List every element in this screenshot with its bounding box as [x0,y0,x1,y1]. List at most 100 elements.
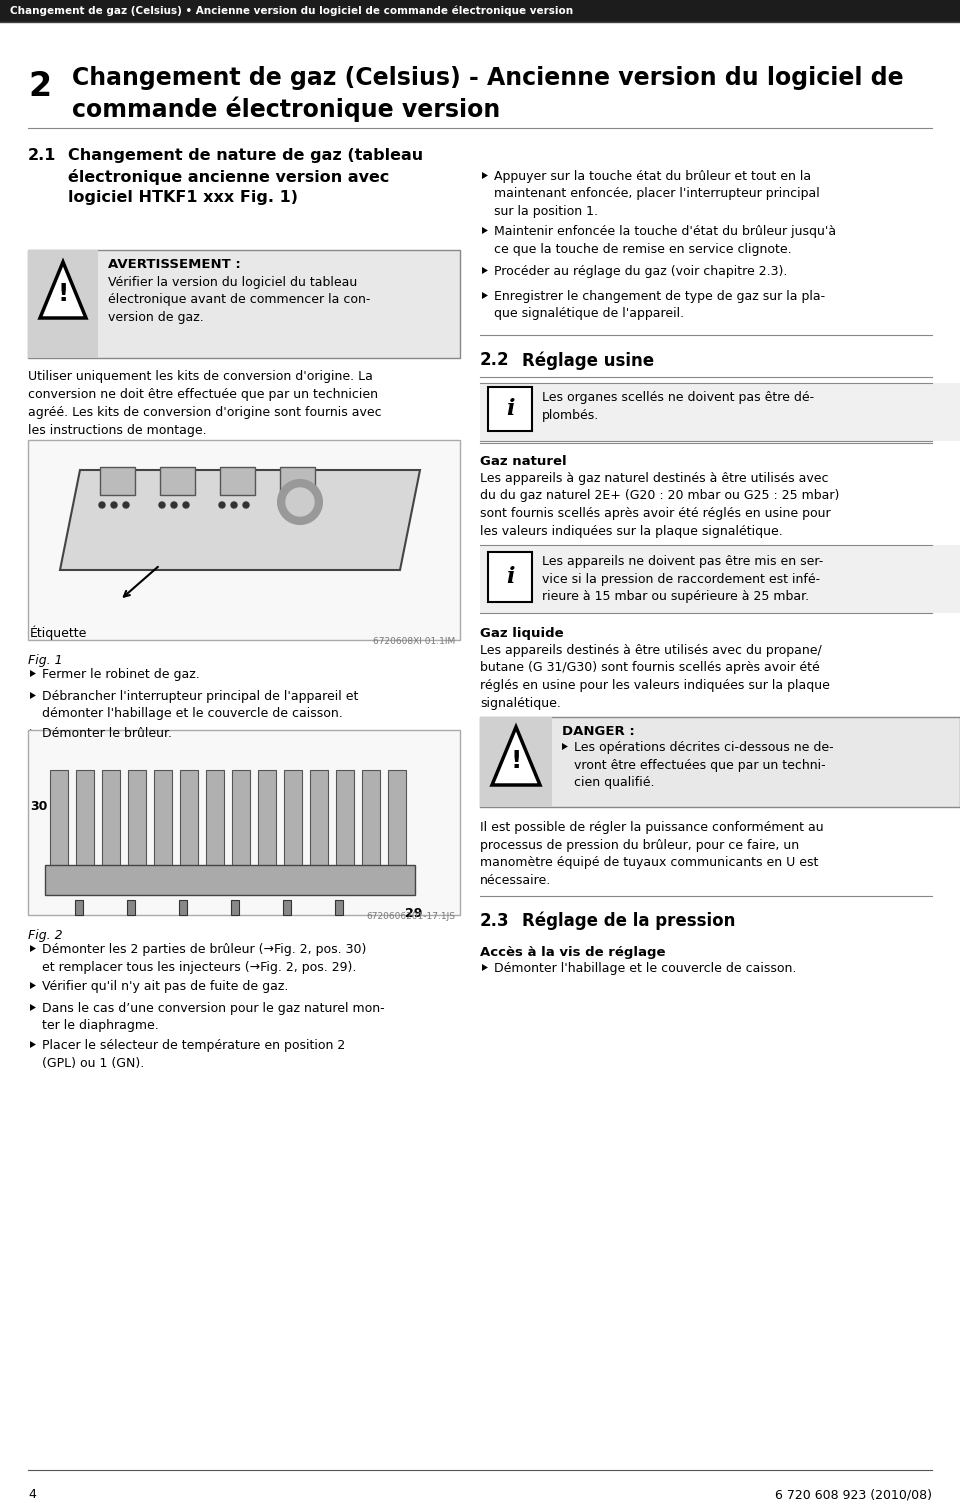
Bar [45,865,415,895]
Circle shape [111,502,117,508]
Bar [206,771,224,870]
Bar [232,771,250,870]
Text: Changement de nature de gaz (tableau
électronique ancienne version avec
logiciel: Changement de nature de gaz (tableau éle… [68,149,423,206]
Text: DANGER :: DANGER : [562,725,635,737]
Circle shape [278,481,322,524]
Text: Gaz naturel: Gaz naturel [480,455,566,469]
Bar [336,771,354,870]
Text: 6720606201-17.1JS: 6720606201-17.1JS [366,912,455,921]
Bar [283,900,291,915]
Text: 2.3: 2.3 [480,912,510,930]
Polygon shape [482,267,488,273]
Bar [335,900,343,915]
Bar [480,716,960,807]
Polygon shape [562,743,568,749]
Text: 30: 30 [30,801,47,813]
Text: Fig. 2: Fig. 2 [28,930,62,942]
Polygon shape [482,291,488,299]
Text: Démonter l'habillage et le couvercle de caisson.: Démonter l'habillage et le couvercle de … [494,961,797,975]
Text: Les appareils destinés à être utilisés avec du propane/
butane (G 31/G30) sont f: Les appareils destinés à être utilisés a… [480,644,829,709]
Text: 2.1: 2.1 [28,149,57,164]
Bar [28,440,460,640]
Circle shape [279,502,285,508]
Bar [362,771,380,870]
Polygon shape [482,964,488,970]
Text: Dans le cas d’une conversion pour le gaz naturel mon-
ter le diaphragme.: Dans le cas d’une conversion pour le gaz… [42,1002,385,1032]
Text: Démonter le brûleur.: Démonter le brûleur. [42,727,172,740]
Circle shape [99,502,105,508]
Bar [127,900,135,915]
Text: commande électronique version: commande électronique version [72,96,500,122]
Text: Les organes scellés ne doivent pas être dé-
plombés.: Les organes scellés ne doivent pas être … [542,391,814,422]
Bar [488,388,532,431]
Text: Fig. 1: Fig. 1 [28,653,62,667]
Circle shape [219,502,225,508]
Bar [480,383,960,442]
Polygon shape [30,692,36,698]
Text: 29: 29 [405,907,422,921]
Bar [284,771,302,870]
Bar [388,771,406,870]
Text: !: ! [58,282,69,306]
Bar [50,771,68,870]
Circle shape [231,502,237,508]
Polygon shape [30,945,36,952]
Text: 2: 2 [28,71,51,104]
Text: Débrancher l'interrupteur principal de l'appareil et
démonter l'habillage et le : Débrancher l'interrupteur principal de l… [42,689,358,721]
Polygon shape [492,727,540,786]
Text: 6 720 608 923 (2010/08): 6 720 608 923 (2010/08) [775,1488,932,1500]
Bar [0,0,960,23]
Text: Accès à la vis de réglage: Accès à la vis de réglage [480,946,665,958]
Bar [100,467,135,496]
Text: Placer le sélecteur de température en position 2
(GPL) ou 1 (GN).: Placer le sélecteur de température en po… [42,1039,346,1069]
Bar [28,249,98,357]
Text: Les appareils ne doivent pas être mis en ser-
vice si la pression de raccordemen: Les appareils ne doivent pas être mis en… [542,556,824,602]
Bar [154,771,172,870]
Bar [28,249,460,357]
Text: Maintenir enfoncée la touche d'état du brûleur jusqu'à
ce que la touche de remis: Maintenir enfoncée la touche d'état du b… [494,225,836,255]
Bar [75,900,83,915]
Bar [180,771,198,870]
Bar [231,900,239,915]
Text: Les appareils à gaz naturel destinés à être utilisés avec
du du gaz naturel 2E+ : Les appareils à gaz naturel destinés à ê… [480,472,839,538]
Text: 6720608XI 01.1IM: 6720608XI 01.1IM [372,637,455,646]
Bar [480,716,552,807]
Polygon shape [30,982,36,988]
Text: Changement de gaz (Celsius) - Ancienne version du logiciel de: Changement de gaz (Celsius) - Ancienne v… [72,66,903,90]
Text: 2.2: 2.2 [480,351,510,369]
Polygon shape [60,470,420,569]
Text: Fermer le robinet de gaz.: Fermer le robinet de gaz. [42,668,200,680]
Bar [160,467,195,496]
Text: Réglage usine: Réglage usine [522,351,654,369]
Bar [310,771,328,870]
Text: Gaz liquide: Gaz liquide [480,626,564,640]
Polygon shape [30,1041,36,1048]
Circle shape [183,502,189,508]
Bar [76,771,94,870]
Text: 4: 4 [28,1488,36,1500]
Polygon shape [30,728,36,736]
Circle shape [291,502,297,508]
Text: Il est possible de régler la puissance conformément au
processus de pression du : Il est possible de régler la puissance c… [480,822,824,886]
Circle shape [171,502,177,508]
Bar [220,467,255,496]
Text: AVERTISSEMENT :: AVERTISSEMENT : [108,258,241,270]
Text: i: i [506,398,515,421]
Circle shape [123,502,129,508]
Bar [102,771,120,870]
Polygon shape [482,173,488,179]
Bar [488,553,532,602]
Circle shape [243,502,249,508]
Polygon shape [482,227,488,234]
Polygon shape [30,670,36,677]
Polygon shape [30,1003,36,1011]
Circle shape [159,502,165,508]
Text: Vérifier qu'il n'y ait pas de fuite de gaz.: Vérifier qu'il n'y ait pas de fuite de g… [42,979,288,993]
Text: Appuyer sur la touche état du brûleur et tout en la
maintenant enfoncée, placer : Appuyer sur la touche état du brûleur et… [494,170,820,218]
Text: Étiquette: Étiquette [30,625,87,640]
Text: Enregistrer le changement de type de gaz sur la pla-
que signalétique de l'appar: Enregistrer le changement de type de gaz… [494,290,826,320]
Text: Utiliser uniquement les kits de conversion d'origine. La
conversion ne doit être: Utiliser uniquement les kits de conversi… [28,369,382,437]
Text: Vérifier la version du logiciel du tableau
électronique avant de commencer la co: Vérifier la version du logiciel du table… [108,276,371,324]
Circle shape [286,488,314,517]
Bar [280,467,315,496]
